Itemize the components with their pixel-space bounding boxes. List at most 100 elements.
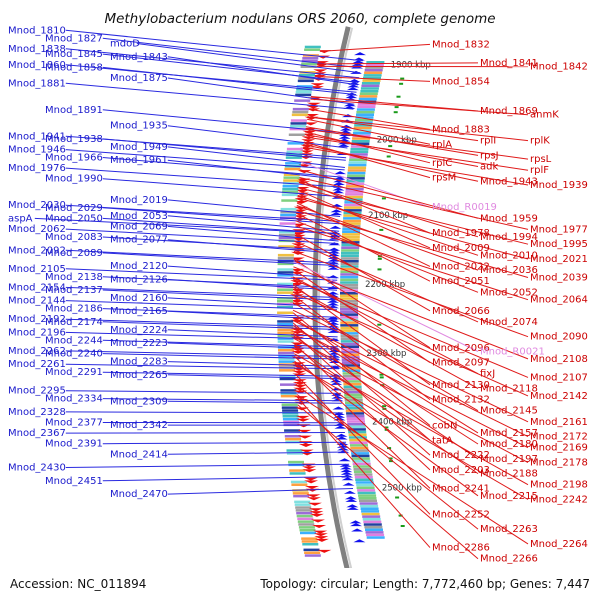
gene-label: Mnod_1843 xyxy=(110,52,168,63)
cog-block xyxy=(340,259,359,263)
leader-line xyxy=(293,332,431,456)
gene-arrow-reverse xyxy=(330,379,342,383)
cog-block xyxy=(277,337,294,340)
leader-line xyxy=(102,178,342,198)
cog-block xyxy=(292,110,309,114)
cog-block xyxy=(353,468,372,471)
gc-marker xyxy=(379,228,384,231)
cog-block xyxy=(364,68,383,72)
gene-arrow-forward xyxy=(309,86,324,90)
gene-label: Mnod_2286 xyxy=(432,543,490,554)
cog-block xyxy=(362,515,381,518)
gene-label: Mnod_2295 xyxy=(8,386,66,397)
cog-block xyxy=(279,222,296,225)
cog-block xyxy=(298,523,315,526)
leader-line xyxy=(292,309,529,423)
gene-label: Mnod_2097 xyxy=(432,358,490,369)
gene-arrow-reverse xyxy=(346,506,359,510)
cog-block xyxy=(359,502,378,505)
cog-block xyxy=(341,348,360,351)
cog-block xyxy=(364,71,383,74)
cog-block xyxy=(365,63,384,67)
gene-label: Mnod_2263 xyxy=(480,524,538,535)
cog-block xyxy=(340,321,359,324)
gc-marker xyxy=(398,514,403,517)
leader-line xyxy=(304,133,479,167)
gene-label: Mnod_2451 xyxy=(45,476,103,487)
leader-line xyxy=(167,361,340,367)
cog-block xyxy=(300,65,317,68)
gene-label: Mnod_2090 xyxy=(530,332,588,343)
leader-line xyxy=(65,29,363,62)
leader-line xyxy=(102,207,340,225)
cog-block xyxy=(278,233,295,237)
gene-arrow-reverse xyxy=(330,209,343,213)
rna-label: Mnod_R0019 xyxy=(432,202,497,213)
cog-block xyxy=(347,422,366,426)
cog-block xyxy=(277,256,294,260)
backbone-inner-arc xyxy=(318,27,354,573)
cog-block xyxy=(348,433,367,436)
cog-block xyxy=(277,328,294,332)
gene-label: aspA xyxy=(8,213,33,224)
cog-block xyxy=(364,525,383,529)
cog-block xyxy=(288,460,304,464)
gene-arrow-reverse xyxy=(345,95,358,99)
cog-block xyxy=(359,92,378,95)
gene-label: Mnod_1860 xyxy=(8,60,66,71)
leader-line xyxy=(167,278,338,291)
cog-block xyxy=(290,119,307,122)
gene-label: Mnod_2224 xyxy=(110,325,168,336)
gene-label: Mnod_2062 xyxy=(8,224,66,235)
gene-arrow-reverse xyxy=(340,124,353,128)
cog-block xyxy=(289,469,306,472)
leader-line xyxy=(102,398,342,402)
leader-line xyxy=(292,320,529,438)
cog-block xyxy=(340,283,359,287)
kbp-label-background xyxy=(374,133,421,145)
leader-line xyxy=(295,383,479,530)
cog-block xyxy=(340,300,358,303)
gene-arrow-reverse xyxy=(327,255,340,259)
cog-block xyxy=(357,103,376,106)
leader-line xyxy=(314,75,431,82)
cog-block xyxy=(295,509,312,512)
cog-block xyxy=(344,398,363,402)
gene-label: Mnod_2120 xyxy=(110,261,168,272)
leader-line xyxy=(292,284,431,386)
cog-block xyxy=(345,185,364,188)
cog-block xyxy=(298,76,315,80)
gene-label: Mnod_2244 xyxy=(45,335,103,346)
cog-block xyxy=(300,531,316,535)
cog-block xyxy=(278,351,295,355)
cog-block xyxy=(304,554,321,557)
gene-arrow-reverse xyxy=(353,539,366,543)
cog-block xyxy=(292,107,309,111)
cog-block xyxy=(356,486,375,489)
leader-line xyxy=(102,371,340,377)
cog-block xyxy=(360,89,379,93)
gene-arrow-forward xyxy=(313,533,328,537)
cog-block xyxy=(302,57,319,60)
cog-block xyxy=(361,510,380,513)
cog-block xyxy=(361,512,380,516)
cog-block xyxy=(283,173,300,176)
cog-block xyxy=(281,406,298,409)
cog-block xyxy=(297,79,314,83)
gene-label: Mnod_1881 xyxy=(8,78,66,89)
gc-marker xyxy=(394,106,399,109)
gene-arrow-reverse xyxy=(334,425,347,429)
cog-block xyxy=(286,449,303,452)
cog-block xyxy=(347,171,366,175)
cog-block xyxy=(365,528,383,531)
cog-block xyxy=(355,481,374,484)
gene-label: Mnod_2069 xyxy=(110,221,168,232)
cog-block xyxy=(281,403,298,406)
leader-line xyxy=(308,108,431,130)
cog-block xyxy=(297,517,314,521)
cog-block xyxy=(352,132,371,135)
cog-block xyxy=(360,507,379,510)
cog-block xyxy=(278,245,295,248)
gene-arrow-forward xyxy=(291,237,306,241)
cog-block xyxy=(341,353,360,356)
